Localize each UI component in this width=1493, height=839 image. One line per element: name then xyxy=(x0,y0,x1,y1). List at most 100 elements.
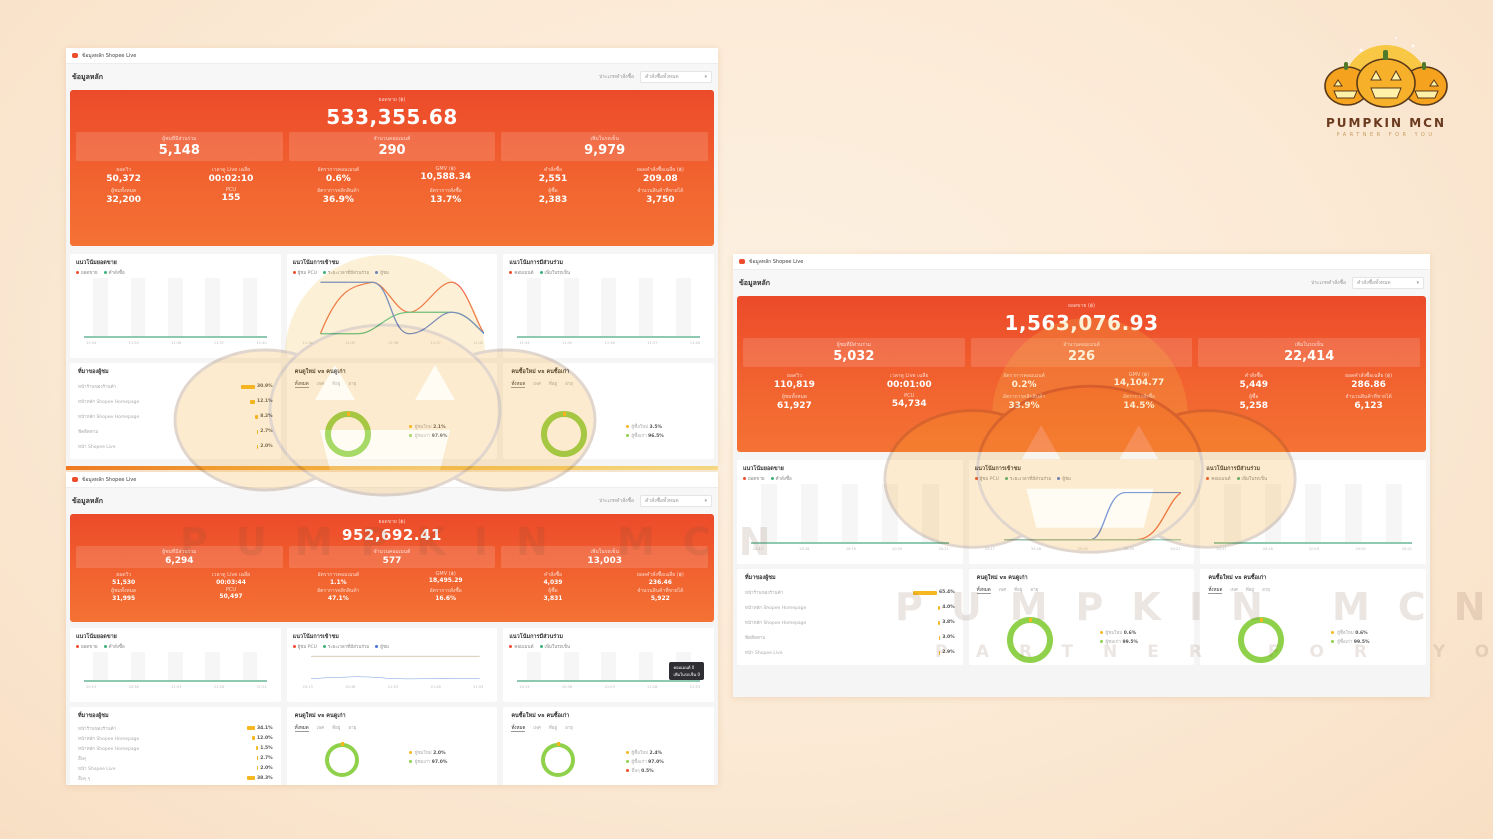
section-title: ข้อมูลหลัก xyxy=(739,278,771,287)
x-tick: 20:13 xyxy=(302,685,313,689)
legend-item[interactable]: คอมเมนต์ xyxy=(509,269,534,276)
chart-legend[interactable]: ยอดขาย คำสั่งซื้อ xyxy=(743,475,957,482)
traffic-bar xyxy=(913,590,938,595)
legend-dot-icon xyxy=(375,645,379,648)
metric-label: เวลาดู Live เฉลี่ย xyxy=(890,373,929,379)
breadcrumb-text: ข้อมูลหลัก Shopee Live xyxy=(82,476,137,483)
legend-item[interactable]: คำสั่งซื้อ xyxy=(103,269,125,276)
x-tick: 21:28 xyxy=(647,685,658,689)
metric-cell: อัตราการสั่งซื้อ 16.6% xyxy=(392,587,499,602)
legend-label: ผู้ชม xyxy=(1062,477,1072,482)
donut-chart[interactable] xyxy=(541,411,588,457)
profile-tab[interactable]: ทั้งหมด xyxy=(1208,588,1223,594)
chart-title: แนวโน้มการมีส่วนร่วม xyxy=(509,260,563,266)
legend-item[interactable]: คำสั่งซื้อ xyxy=(103,643,125,650)
order-type-select[interactable]: คำสั่งซื้อทั้งหมด ▾ xyxy=(640,71,712,83)
profile-title: คนซื้อใหม่ vs คนซื้อเก่า xyxy=(1208,575,1267,581)
donut-chart[interactable] xyxy=(541,742,576,777)
bar-chart[interactable] xyxy=(82,652,269,682)
legend-item[interactable]: คำสั่งซื้อ xyxy=(770,475,792,482)
profile-tab[interactable]: ที่อยู่ xyxy=(332,382,341,387)
legend-item[interactable]: ผู้ชม PCU xyxy=(292,269,317,276)
legend-item[interactable]: เพิ่มในรถเข็น xyxy=(1236,475,1267,482)
legend-item[interactable]: ยอดขาย xyxy=(743,475,765,482)
profile-tab[interactable]: เพศ xyxy=(316,382,325,387)
line-chart[interactable] xyxy=(297,652,484,682)
profile-tab[interactable]: ทั้งหมด xyxy=(294,382,309,388)
x-tick: 20:38 xyxy=(128,685,139,689)
profile-tab[interactable]: อายุ xyxy=(348,382,357,387)
traffic-source-card: ที่มาของผู้ชม หน้าร้านของร้านค้า 34.1% ห… xyxy=(70,707,281,785)
legend-item[interactable]: ผู้ชม PCU xyxy=(292,643,317,650)
chevron-down-icon: ▾ xyxy=(1416,280,1419,286)
profile-tab[interactable]: อายุ xyxy=(565,382,573,387)
legend-dot-icon xyxy=(539,645,543,648)
legend-item[interactable]: คอมเมนต์ xyxy=(509,643,534,650)
chart-legend[interactable]: ยอดขาย คำสั่งซื้อ xyxy=(76,269,275,276)
chart-legend[interactable]: ผู้ชม PCU ระยะเวลาที่มีส่วนร่วม ผู้ชม xyxy=(292,643,492,650)
bar-chart[interactable] xyxy=(82,278,269,338)
profile-tab[interactable]: เพศ xyxy=(1230,588,1238,593)
legend-item[interactable]: ผู้ชม PCU xyxy=(974,475,999,482)
sales-label: ยอดขาย (฿) xyxy=(378,97,406,103)
legend-item[interactable]: คอมเมนต์ xyxy=(1206,475,1231,482)
donut-chart[interactable] xyxy=(1006,617,1053,663)
profile-tab[interactable]: ที่อยู่ xyxy=(1245,588,1255,593)
profile-tabs: ทั้งหมด เพศ ที่อยู่ อายุ xyxy=(294,380,490,388)
chart-legend[interactable]: คอมเมนต์ เพิ่มในรถเข็น xyxy=(509,643,708,650)
donut-chart[interactable] xyxy=(324,411,371,457)
legend-item[interactable]: ระยะเวลาที่มีส่วนร่วม xyxy=(322,269,369,276)
legend-item[interactable]: ยอดขาย xyxy=(76,269,98,276)
metric-label: ผู้ซื้อ xyxy=(548,588,558,594)
profile-tab[interactable]: ทั้งหมด xyxy=(511,382,526,388)
profile-tab[interactable]: อายุ xyxy=(1262,588,1270,593)
line-chart[interactable] xyxy=(297,278,484,338)
chart-legend[interactable]: คอมเมนต์ เพิ่มในรถเข็น xyxy=(1206,475,1420,482)
metric-value: 00:03:44 xyxy=(216,579,246,586)
profile-tab[interactable]: ที่อยู่ xyxy=(548,726,558,731)
legend-item[interactable]: ผู้ชม xyxy=(1057,475,1071,482)
profile-tab[interactable]: เพศ xyxy=(533,382,541,387)
profile-tab[interactable]: เพศ xyxy=(998,588,1007,593)
profile-tab[interactable]: ที่อยู่ xyxy=(332,726,341,731)
bar-chart[interactable] xyxy=(515,278,702,338)
legend-item[interactable]: ระยะเวลาที่มีส่วนร่วม xyxy=(1004,475,1052,482)
legend-item[interactable]: ผู้ชม xyxy=(375,643,389,650)
metric-value: 2,383 xyxy=(538,195,568,205)
legend-item[interactable]: ยอดขาย xyxy=(76,643,98,650)
bar-chart[interactable] xyxy=(1212,484,1414,544)
profile-tab[interactable]: เพศ xyxy=(533,726,541,731)
line-chart[interactable] xyxy=(979,484,1181,544)
donut-chart[interactable] xyxy=(324,742,359,777)
dashboard-screenshot-bottom-left: ข้อมูลหลัก Shopee Live ข้อมูลหลัก ประเภท… xyxy=(66,472,718,785)
chart-legend[interactable]: ผู้ชม PCU ระยะเวลาที่มีส่วนร่วม ผู้ชม xyxy=(292,269,492,276)
profile-tab[interactable]: ทั้งหมด xyxy=(294,726,309,732)
chart-legend[interactable]: ผู้ชม PCU ระยะเวลาที่มีส่วนร่วม ผู้ชม xyxy=(974,475,1189,482)
profile-tab[interactable]: อายุ xyxy=(565,726,573,731)
legend-label: ระยะเวลาที่มีส่วนร่วม xyxy=(1009,477,1052,482)
profile-tab[interactable]: เพศ xyxy=(316,726,325,731)
chart-legend[interactable]: ยอดขาย คำสั่งซื้อ xyxy=(76,643,275,650)
section-title: ข้อมูลหลัก xyxy=(72,72,104,81)
profile-tab[interactable]: ที่อยู่ xyxy=(1014,588,1023,593)
profile-tab[interactable]: ที่อยู่ xyxy=(548,382,558,387)
metric-cell: ผู้ชมทั้งหมด 31,995 xyxy=(70,587,177,602)
traffic-source-row: หน้าร้านของร้านค้า 65.4% xyxy=(745,585,955,600)
legend-item[interactable]: เพิ่มในรถเข็น xyxy=(539,643,570,650)
order-type-select[interactable]: คำสั่งซื้อทั้งหมด ▾ xyxy=(1352,277,1424,289)
donut-chart[interactable] xyxy=(1238,617,1285,663)
donut-legend-item: ผู้ชมเก่า 97.9% xyxy=(408,432,447,441)
profile-tab[interactable]: อายุ xyxy=(1030,588,1039,593)
trend-line xyxy=(84,336,267,338)
profile-tab[interactable]: ทั้งหมด xyxy=(511,726,526,732)
metric-value: 36.9% xyxy=(322,195,354,205)
order-type-select[interactable]: คำสั่งซื้อทั้งหมด ▾ xyxy=(640,495,712,507)
legend-item[interactable]: ผู้ชม xyxy=(375,269,389,276)
profile-tab[interactable]: อายุ xyxy=(348,726,357,731)
kpi-tile-label: ผู้ชมที่มีส่วนร่วม xyxy=(836,342,871,348)
legend-item[interactable]: เพิ่มในรถเข็น xyxy=(539,269,570,276)
chart-legend[interactable]: คอมเมนต์ เพิ่มในรถเข็น xyxy=(509,269,708,276)
legend-item[interactable]: ระยะเวลาที่มีส่วนร่วม xyxy=(322,643,369,650)
profile-tab[interactable]: ทั้งหมด xyxy=(976,588,991,594)
bar-chart[interactable] xyxy=(749,484,951,544)
